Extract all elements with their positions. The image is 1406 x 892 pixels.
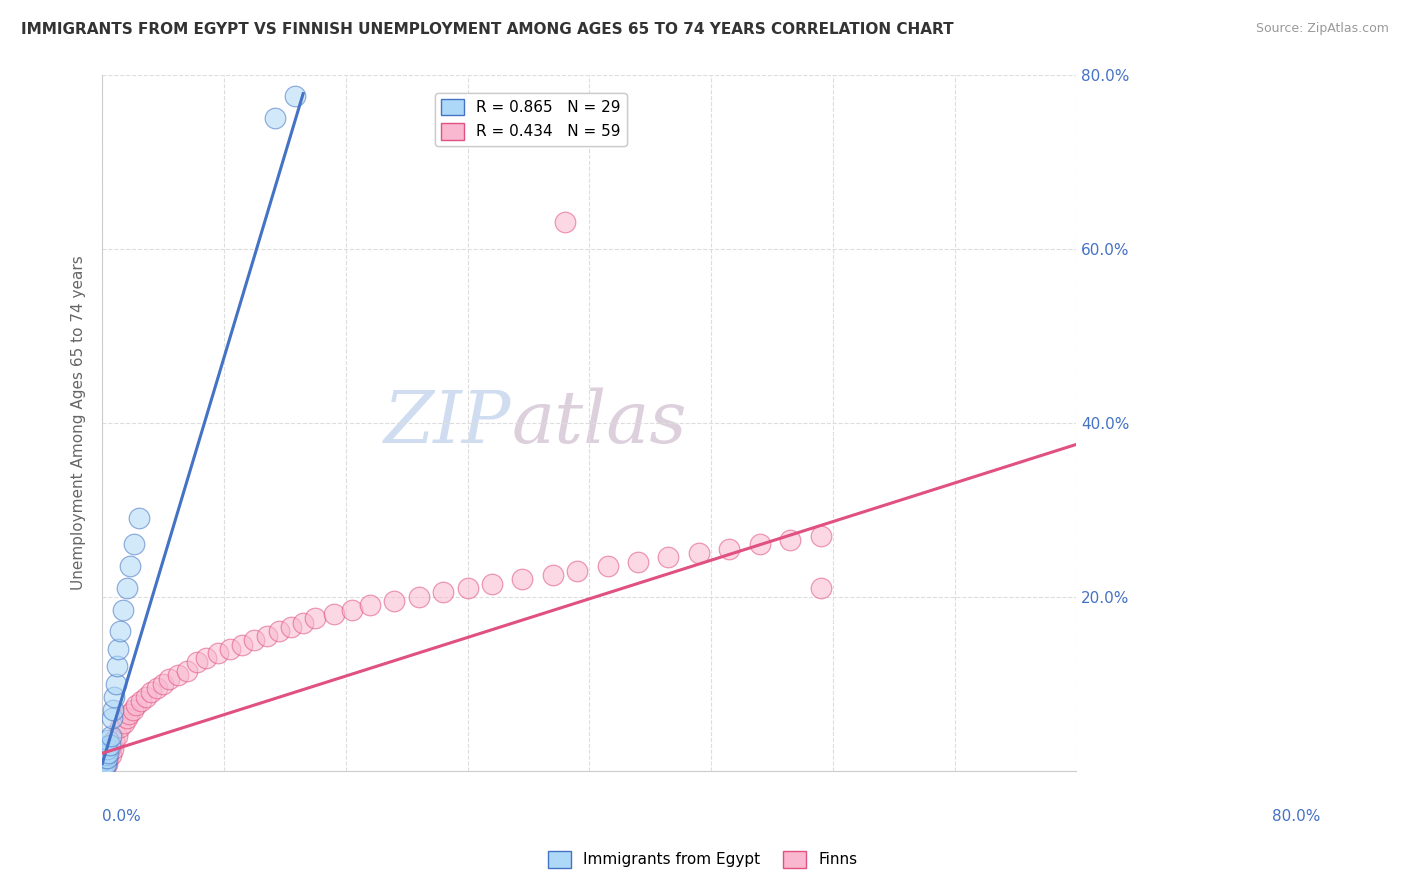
Point [359,599,381,613]
Point [93,745,115,759]
Point [94,756,117,771]
Point [100,747,122,762]
Point [166,668,188,682]
Point [100,729,122,743]
Point [457,581,479,595]
Point [146,681,169,695]
Point [554,215,576,229]
Point [481,576,503,591]
Point [157,673,180,687]
Point [118,707,141,722]
Point [93,756,115,771]
Point [97,733,120,747]
Point [176,664,198,678]
Point [96,742,118,756]
Point [110,720,132,734]
Point [93,761,115,775]
Point [139,685,162,699]
Point [125,698,148,713]
Point [565,564,588,578]
Text: 80.0%: 80.0% [1271,809,1320,824]
Point [94,747,117,762]
Point [97,750,120,764]
Point [115,711,138,725]
Point [112,715,135,730]
Point [105,729,128,743]
Point [512,572,534,586]
Point [408,590,430,604]
Point [107,641,129,656]
Point [93,755,115,769]
Point [596,559,619,574]
Text: ZIP: ZIP [384,387,512,458]
Point [93,753,115,767]
Point [627,555,650,569]
Point [103,690,125,704]
Point [264,111,287,125]
Point [810,581,832,595]
Point [104,676,127,690]
Point [657,550,679,565]
Point [194,650,217,665]
Point [121,703,143,717]
Point [94,753,117,767]
Point [292,615,315,630]
Point [340,603,363,617]
Point [103,733,125,747]
Point [111,603,134,617]
Point [96,750,118,764]
Legend: R = 0.865   N = 29, R = 0.434   N = 59: R = 0.865 N = 29, R = 0.434 N = 59 [434,93,627,145]
Point [93,750,115,764]
Point [93,757,115,772]
Point [105,659,128,673]
Point [688,546,710,560]
Point [94,745,117,759]
Point [219,641,242,656]
Point [101,738,124,752]
Point [129,694,152,708]
Point [98,738,121,752]
Text: atlas: atlas [512,387,688,458]
Point [135,690,157,704]
Text: Source: ZipAtlas.com: Source: ZipAtlas.com [1256,22,1389,36]
Point [243,633,266,648]
Point [432,585,454,599]
Point [101,711,124,725]
Point [718,541,741,556]
Point [779,533,801,547]
Point [810,529,832,543]
Point [101,742,124,756]
Point [110,624,132,639]
Legend: Immigrants from Egypt, Finns: Immigrants from Egypt, Finns [543,845,863,873]
Text: 0.0%: 0.0% [103,809,141,824]
Text: IMMIGRANTS FROM EGYPT VS FINNISH UNEMPLOYMENT AMONG AGES 65 TO 74 YEARS CORRELAT: IMMIGRANTS FROM EGYPT VS FINNISH UNEMPLO… [21,22,953,37]
Point [93,761,115,775]
Point [120,559,142,574]
Point [322,607,344,621]
Point [207,646,229,660]
Point [101,703,124,717]
Point [97,747,120,761]
Point [96,756,118,771]
Point [284,89,307,103]
Point [304,611,326,625]
Point [256,629,278,643]
Point [93,759,115,773]
Point [186,655,208,669]
Point [152,676,174,690]
Point [98,742,121,756]
Y-axis label: Unemployment Among Ages 65 to 74 years: Unemployment Among Ages 65 to 74 years [72,255,86,590]
Point [280,620,302,634]
Point [384,594,406,608]
Point [94,739,117,754]
Point [748,537,770,551]
Point [267,624,290,639]
Point [115,581,138,595]
Point [122,537,145,551]
Point [128,511,150,525]
Point [231,638,253,652]
Point [541,568,564,582]
